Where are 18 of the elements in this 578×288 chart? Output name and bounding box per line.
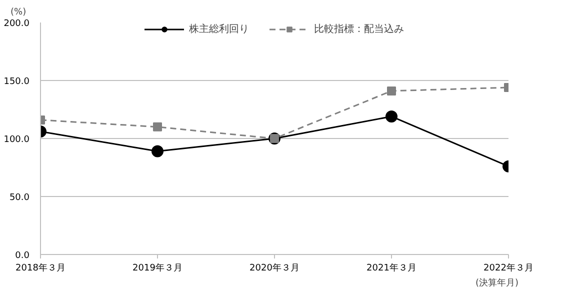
point (386, 110, 398, 122)
y-tick-label: 100.0 (4, 135, 30, 145)
point (152, 145, 164, 158)
x-tick-label: 2019年３月 (132, 262, 182, 274)
point (153, 122, 162, 132)
x-tick-label: 2018年３月 (16, 262, 66, 274)
point (387, 86, 396, 96)
x-tick-label: 2021年３月 (366, 262, 416, 274)
legend-label: 比較指標：配当込み (314, 22, 404, 36)
y-tick-label: 50.0 (9, 193, 30, 203)
y-tick-label: 0.0 (15, 251, 30, 261)
legend-label: 株主総利回り (189, 22, 249, 36)
x-axis-title: (決算年月) (475, 278, 519, 288)
y-tick-label: 200.0 (4, 19, 30, 29)
x-tick-label: 2022年３月 (484, 262, 534, 274)
x-tick-label: 2020年３月 (250, 262, 300, 274)
y-axis-title: (%) (10, 8, 26, 18)
y-tick-label: 150.0 (4, 77, 30, 87)
